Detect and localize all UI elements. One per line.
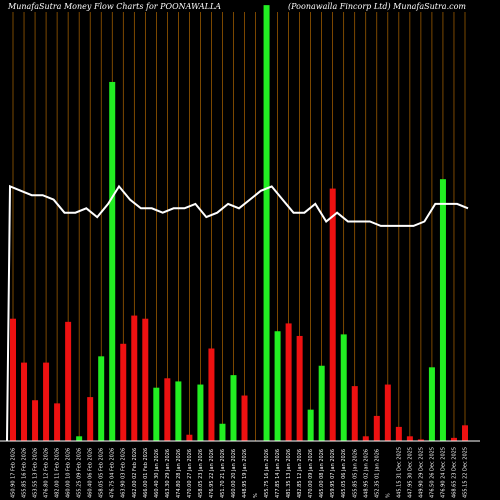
- bar: [164, 378, 171, 441]
- bars: [10, 5, 468, 442]
- bar: [175, 381, 182, 441]
- x-tick-label: 458.05 05 Feb 2026: [99, 448, 105, 498]
- x-tick-label: 474.80 28 Jan 2026: [176, 449, 182, 498]
- x-tick-label: 470.00 27 Jan 2026: [187, 449, 193, 498]
- x-tick-label: 476.80 12 Feb 2026: [44, 448, 50, 498]
- bar: [219, 423, 226, 441]
- bar: [395, 426, 402, 441]
- x-tick-label: 455.85 16 Feb 2026: [22, 448, 28, 498]
- bar: [263, 5, 270, 442]
- bar: [241, 395, 248, 441]
- bar: [340, 334, 347, 441]
- x-tick-label: 458.05 23 Jan 2026: [198, 449, 204, 498]
- x-tick-label: 453.55 13 Feb 2026: [33, 448, 39, 498]
- bar: [462, 425, 468, 441]
- x-tick-label: 452.35 01 Jan 2026: [374, 449, 380, 498]
- x-tick-label: 448.95 19 Jan 2026: [242, 449, 248, 498]
- x-tick-label: 482.85 12 Jan 2026: [297, 449, 303, 498]
- bar: [384, 384, 391, 441]
- x-tick-label: 466.00 01 Feb 2026: [143, 448, 149, 498]
- bar: [109, 81, 116, 441]
- x-tick-label: 463.90 03 Feb 2026: [121, 448, 127, 498]
- bar: [318, 365, 325, 441]
- bar: [274, 331, 281, 441]
- x-tick-label: 447.95 30 Dec 2025: [407, 447, 413, 498]
- bar: [208, 348, 215, 441]
- chart-title-left: MunafaSutra Money Flow Charts for POONAW…: [8, 2, 222, 11]
- x-tick-label: 448.95 02 Jan 2026: [363, 449, 369, 498]
- x-tick-label: 462.00 02 Feb 2026: [132, 448, 138, 498]
- x-tick-label: 476.50 26 Dec 2025: [429, 447, 435, 498]
- x-tick-label: 468.65 23 Dec 2025: [451, 447, 457, 498]
- x-tick-label: 451.70 21 Jan 2026: [220, 449, 226, 498]
- bar: [54, 403, 61, 441]
- bar: [439, 179, 446, 442]
- x-tick-label: 463.30 29 Jan 2026: [165, 449, 171, 498]
- bar: [197, 384, 204, 441]
- x-tick-label: 460.00 10 Feb 2026: [66, 448, 72, 498]
- bar: [142, 318, 149, 441]
- bar: [417, 439, 424, 441]
- bar: [87, 397, 94, 441]
- bar: [186, 434, 193, 441]
- bar: [307, 409, 314, 441]
- x-tick-label: 450.90 17 Feb 2026: [11, 448, 17, 498]
- x-tick-label: 460.40 06 Feb 2026: [88, 448, 94, 498]
- bar: [428, 367, 435, 441]
- bar: [131, 315, 138, 441]
- x-tick-label: 476.75 04 Feb 2026: [110, 448, 116, 498]
- bar: [43, 362, 50, 441]
- x-tick-label: 476.90 24 Dec 2025: [440, 447, 446, 498]
- x-tick-label: 465.05 06 Jan 2026: [341, 449, 347, 498]
- bar: [21, 362, 28, 441]
- x-tick-labels: 450.90 17 Feb 2026 455.85 16 Feb 2026 453.…: [11, 447, 469, 498]
- chart-title-right: (Poonawalla Fincorp Ltd) MunafaSutra.com: [288, 2, 467, 11]
- x-tick-label: 465.00 08 Jan 2026: [319, 449, 325, 498]
- bar: [153, 387, 160, 441]
- x-tick-label: 482.00 11 Feb 2026: [55, 448, 61, 498]
- bar: [65, 321, 72, 441]
- x-tick-label: 481.35 13 Jan 2026: [286, 449, 292, 498]
- x-tick-label: 449.90 29 Dec 2025: [418, 447, 424, 498]
- x-tick-label: 459.95 07 Jan 2026: [330, 449, 336, 498]
- x-tick-label: 455.15 22 Dec 2025: [463, 447, 469, 498]
- bar: [98, 356, 105, 441]
- bar: [10, 318, 16, 441]
- x-tick-label: 460.40 30 Jan 2026: [154, 449, 160, 498]
- x-tick-label: %: [253, 493, 259, 498]
- bar: [351, 386, 358, 441]
- x-tick-label: 476.95 22 Jan 2026: [209, 449, 215, 498]
- x-tick-label: 470.00 09 Jan 2026: [308, 449, 314, 498]
- x-tick-label: 477.85 14 Jan 2026: [275, 449, 281, 498]
- x-tick-label: 455.25 09 Feb 2026: [77, 448, 83, 498]
- x-tick-label: 455.85 05 Jan 2026: [352, 449, 358, 498]
- bar: [76, 436, 83, 441]
- x-tick-label: 445.15 31 Dec 2025: [396, 447, 402, 498]
- bar: [296, 335, 303, 441]
- x-tick-label: %: [385, 493, 391, 498]
- price-line: [6, 184, 469, 442]
- bar: [450, 437, 457, 441]
- x-tick-label: 455.75 16 Jan 2026: [264, 449, 270, 498]
- bar: [329, 188, 336, 441]
- bar: [120, 343, 127, 441]
- bar: [373, 415, 380, 441]
- bar: [362, 436, 369, 441]
- bar: [32, 400, 39, 441]
- price-line-path: [6, 184, 469, 442]
- bar: [285, 323, 292, 441]
- x-tick-label: 460.00 20 Jan 2026: [231, 449, 237, 498]
- bar: [230, 375, 237, 441]
- bar: [406, 436, 413, 441]
